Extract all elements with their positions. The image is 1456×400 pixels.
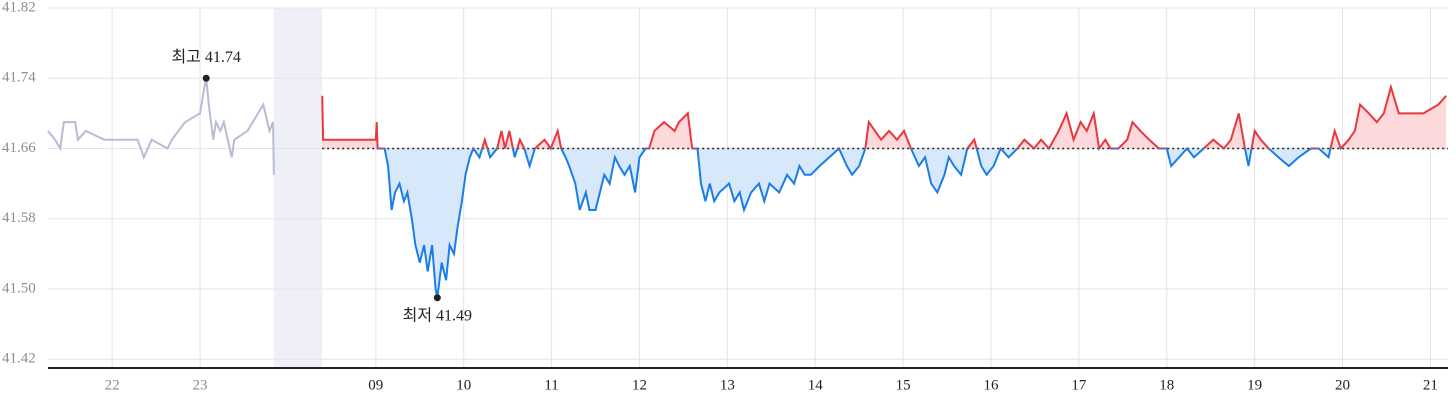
x-tick-label: 22 bbox=[105, 377, 120, 393]
area-down bbox=[322, 148, 1447, 298]
x-tick-label: 16 bbox=[984, 377, 1000, 393]
x-tick-label: 09 bbox=[368, 377, 383, 393]
y-tick-label: 41.66 bbox=[2, 140, 36, 156]
x-tick-label: 14 bbox=[808, 377, 824, 393]
x-tick-label: 19 bbox=[1247, 377, 1262, 393]
x-tick-label: 17 bbox=[1071, 377, 1087, 393]
x-tick-label: 15 bbox=[896, 377, 911, 393]
x-tick-label: 21 bbox=[1423, 377, 1438, 393]
x-tick-label: 10 bbox=[456, 377, 471, 393]
price-line-up bbox=[321, 83, 1447, 149]
y-tick-label: 41.50 bbox=[2, 280, 36, 296]
x-tick-label: 20 bbox=[1335, 377, 1350, 393]
price-line-down bbox=[376, 148, 1343, 298]
y-tick-label: 41.42 bbox=[2, 351, 36, 367]
closed-market-band bbox=[273, 8, 323, 368]
x-tick-label: 11 bbox=[544, 377, 558, 393]
y-tick-label: 41.58 bbox=[2, 210, 36, 226]
price-line bbox=[47, 77, 275, 175]
area-up bbox=[322, 87, 1447, 149]
x-tick-label: 13 bbox=[720, 377, 735, 393]
annotation-dot bbox=[433, 294, 441, 302]
annotation-dot bbox=[202, 74, 210, 82]
x-tick-label: 12 bbox=[632, 377, 647, 393]
y-tick-label: 41.82 bbox=[2, 0, 36, 15]
y-tick-label: 41.74 bbox=[2, 70, 36, 86]
x-tick-label: 23 bbox=[193, 377, 208, 393]
annotation-label: 최저 41.49 bbox=[403, 306, 472, 324]
x-tick-label: 18 bbox=[1159, 377, 1174, 393]
annotation-label: 최고 41.74 bbox=[171, 48, 240, 66]
